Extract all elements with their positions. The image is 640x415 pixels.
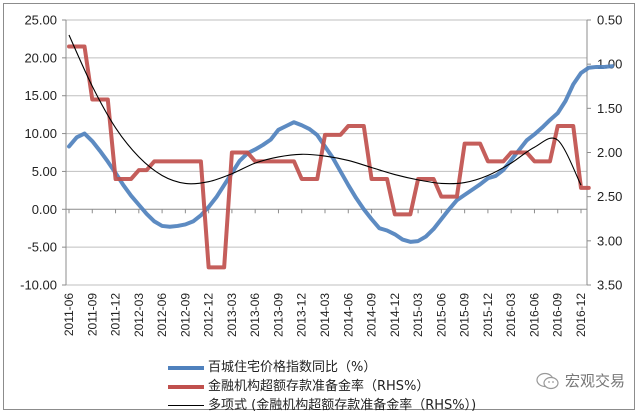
svg-text:2016-06: 2016-06 xyxy=(527,293,541,337)
chart-legend: 百城住宅价格指数同比（%） 金融机构超额存款准备金率（RHS%） 多项式 (金融… xyxy=(168,358,476,415)
x-axis: 2011-06 2011-09 2011-12 2012-03 2012-06 2012-… xyxy=(62,209,588,337)
svg-text:2014-12: 2014-12 xyxy=(388,293,402,337)
wechat-icon xyxy=(536,372,559,389)
legend-label: 多项式 (金融机构超额存款准备金率（RHS%）) xyxy=(208,398,477,413)
watermark-text: 宏观交易 xyxy=(565,372,626,390)
svg-text:2013-06: 2013-06 xyxy=(248,293,262,337)
svg-text:0.00: 0.00 xyxy=(32,202,57,217)
svg-text:2013-12: 2013-12 xyxy=(295,293,309,337)
left-y-axis: 25.00 20.00 15.00 10.00 5.00 0.00 -5.00 -10.00 xyxy=(20,13,66,293)
right-y-axis: 0.50 1.00 1.50 2.00 2.50 3.00 3.50 xyxy=(587,13,622,293)
svg-text:10.00: 10.00 xyxy=(24,126,57,141)
svg-text:25.00: 25.00 xyxy=(24,13,57,28)
svg-text:15.00: 15.00 xyxy=(24,88,57,103)
svg-text:-10.00: -10.00 xyxy=(20,278,57,293)
chart-frame: 25.00 20.00 15.00 10.00 5.00 0.00 -5.00 -10.00 … xyxy=(3,3,635,410)
svg-text:2011-12: 2011-12 xyxy=(109,293,123,336)
svg-text:2015-03: 2015-03 xyxy=(411,293,425,337)
svg-text:2016-12: 2016-12 xyxy=(574,293,588,337)
svg-text:2013-03: 2013-03 xyxy=(225,293,239,337)
svg-text:2.50: 2.50 xyxy=(597,189,622,204)
svg-text:2012-12: 2012-12 xyxy=(202,293,216,337)
svg-text:1.00: 1.00 xyxy=(597,57,622,72)
svg-text:2015-12: 2015-12 xyxy=(481,293,495,337)
svg-text:2011-09: 2011-09 xyxy=(85,293,99,336)
svg-text:2015-06: 2015-06 xyxy=(434,293,448,337)
svg-text:2013-09: 2013-09 xyxy=(271,293,285,337)
line-chart: 25.0020.0015.0010.005.000.00-5.00-10.00 … xyxy=(20,13,622,338)
legend-swatch-blue xyxy=(168,365,204,370)
svg-text:2.00: 2.00 xyxy=(597,145,622,160)
legend-item-polynomial: 多项式 (金融机构超额存款准备金率（RHS%）) xyxy=(168,396,476,415)
svg-text:2015-09: 2015-09 xyxy=(458,293,472,337)
legend-item-house-price: 百城住宅价格指数同比（%） xyxy=(168,358,476,377)
svg-text:0.50: 0.50 xyxy=(597,13,622,28)
svg-text:3.00: 3.00 xyxy=(597,233,622,248)
svg-text:1.50: 1.50 xyxy=(597,101,622,116)
svg-text:5.00: 5.00 xyxy=(32,164,57,179)
svg-text:20.00: 20.00 xyxy=(24,50,57,65)
svg-text:3.50: 3.50 xyxy=(597,278,622,293)
watermark: 宏观交易 xyxy=(535,370,625,391)
series-lines xyxy=(67,34,615,270)
svg-text:2011-06: 2011-06 xyxy=(62,293,76,336)
svg-text:2012-09: 2012-09 xyxy=(178,293,192,337)
svg-text:2014-03: 2014-03 xyxy=(318,293,332,337)
svg-text:-5.00: -5.00 xyxy=(27,240,57,255)
legend-swatch-red xyxy=(168,384,204,389)
legend-swatch-black xyxy=(168,405,204,406)
svg-text:2014-09: 2014-09 xyxy=(365,293,379,337)
svg-text:2014-06: 2014-06 xyxy=(341,293,355,337)
svg-text:2016-03: 2016-03 xyxy=(504,293,518,337)
legend-item-reserve-ratio: 金融机构超额存款准备金率（RHS%） xyxy=(168,377,476,396)
legend-label: 百城住宅价格指数同比（%） xyxy=(208,360,377,375)
svg-text:2012-03: 2012-03 xyxy=(132,293,146,337)
svg-text:2012-06: 2012-06 xyxy=(155,293,169,337)
legend-label: 金融机构超额存款准备金率（RHS%） xyxy=(208,379,430,394)
svg-text:2016-09: 2016-09 xyxy=(551,293,565,337)
